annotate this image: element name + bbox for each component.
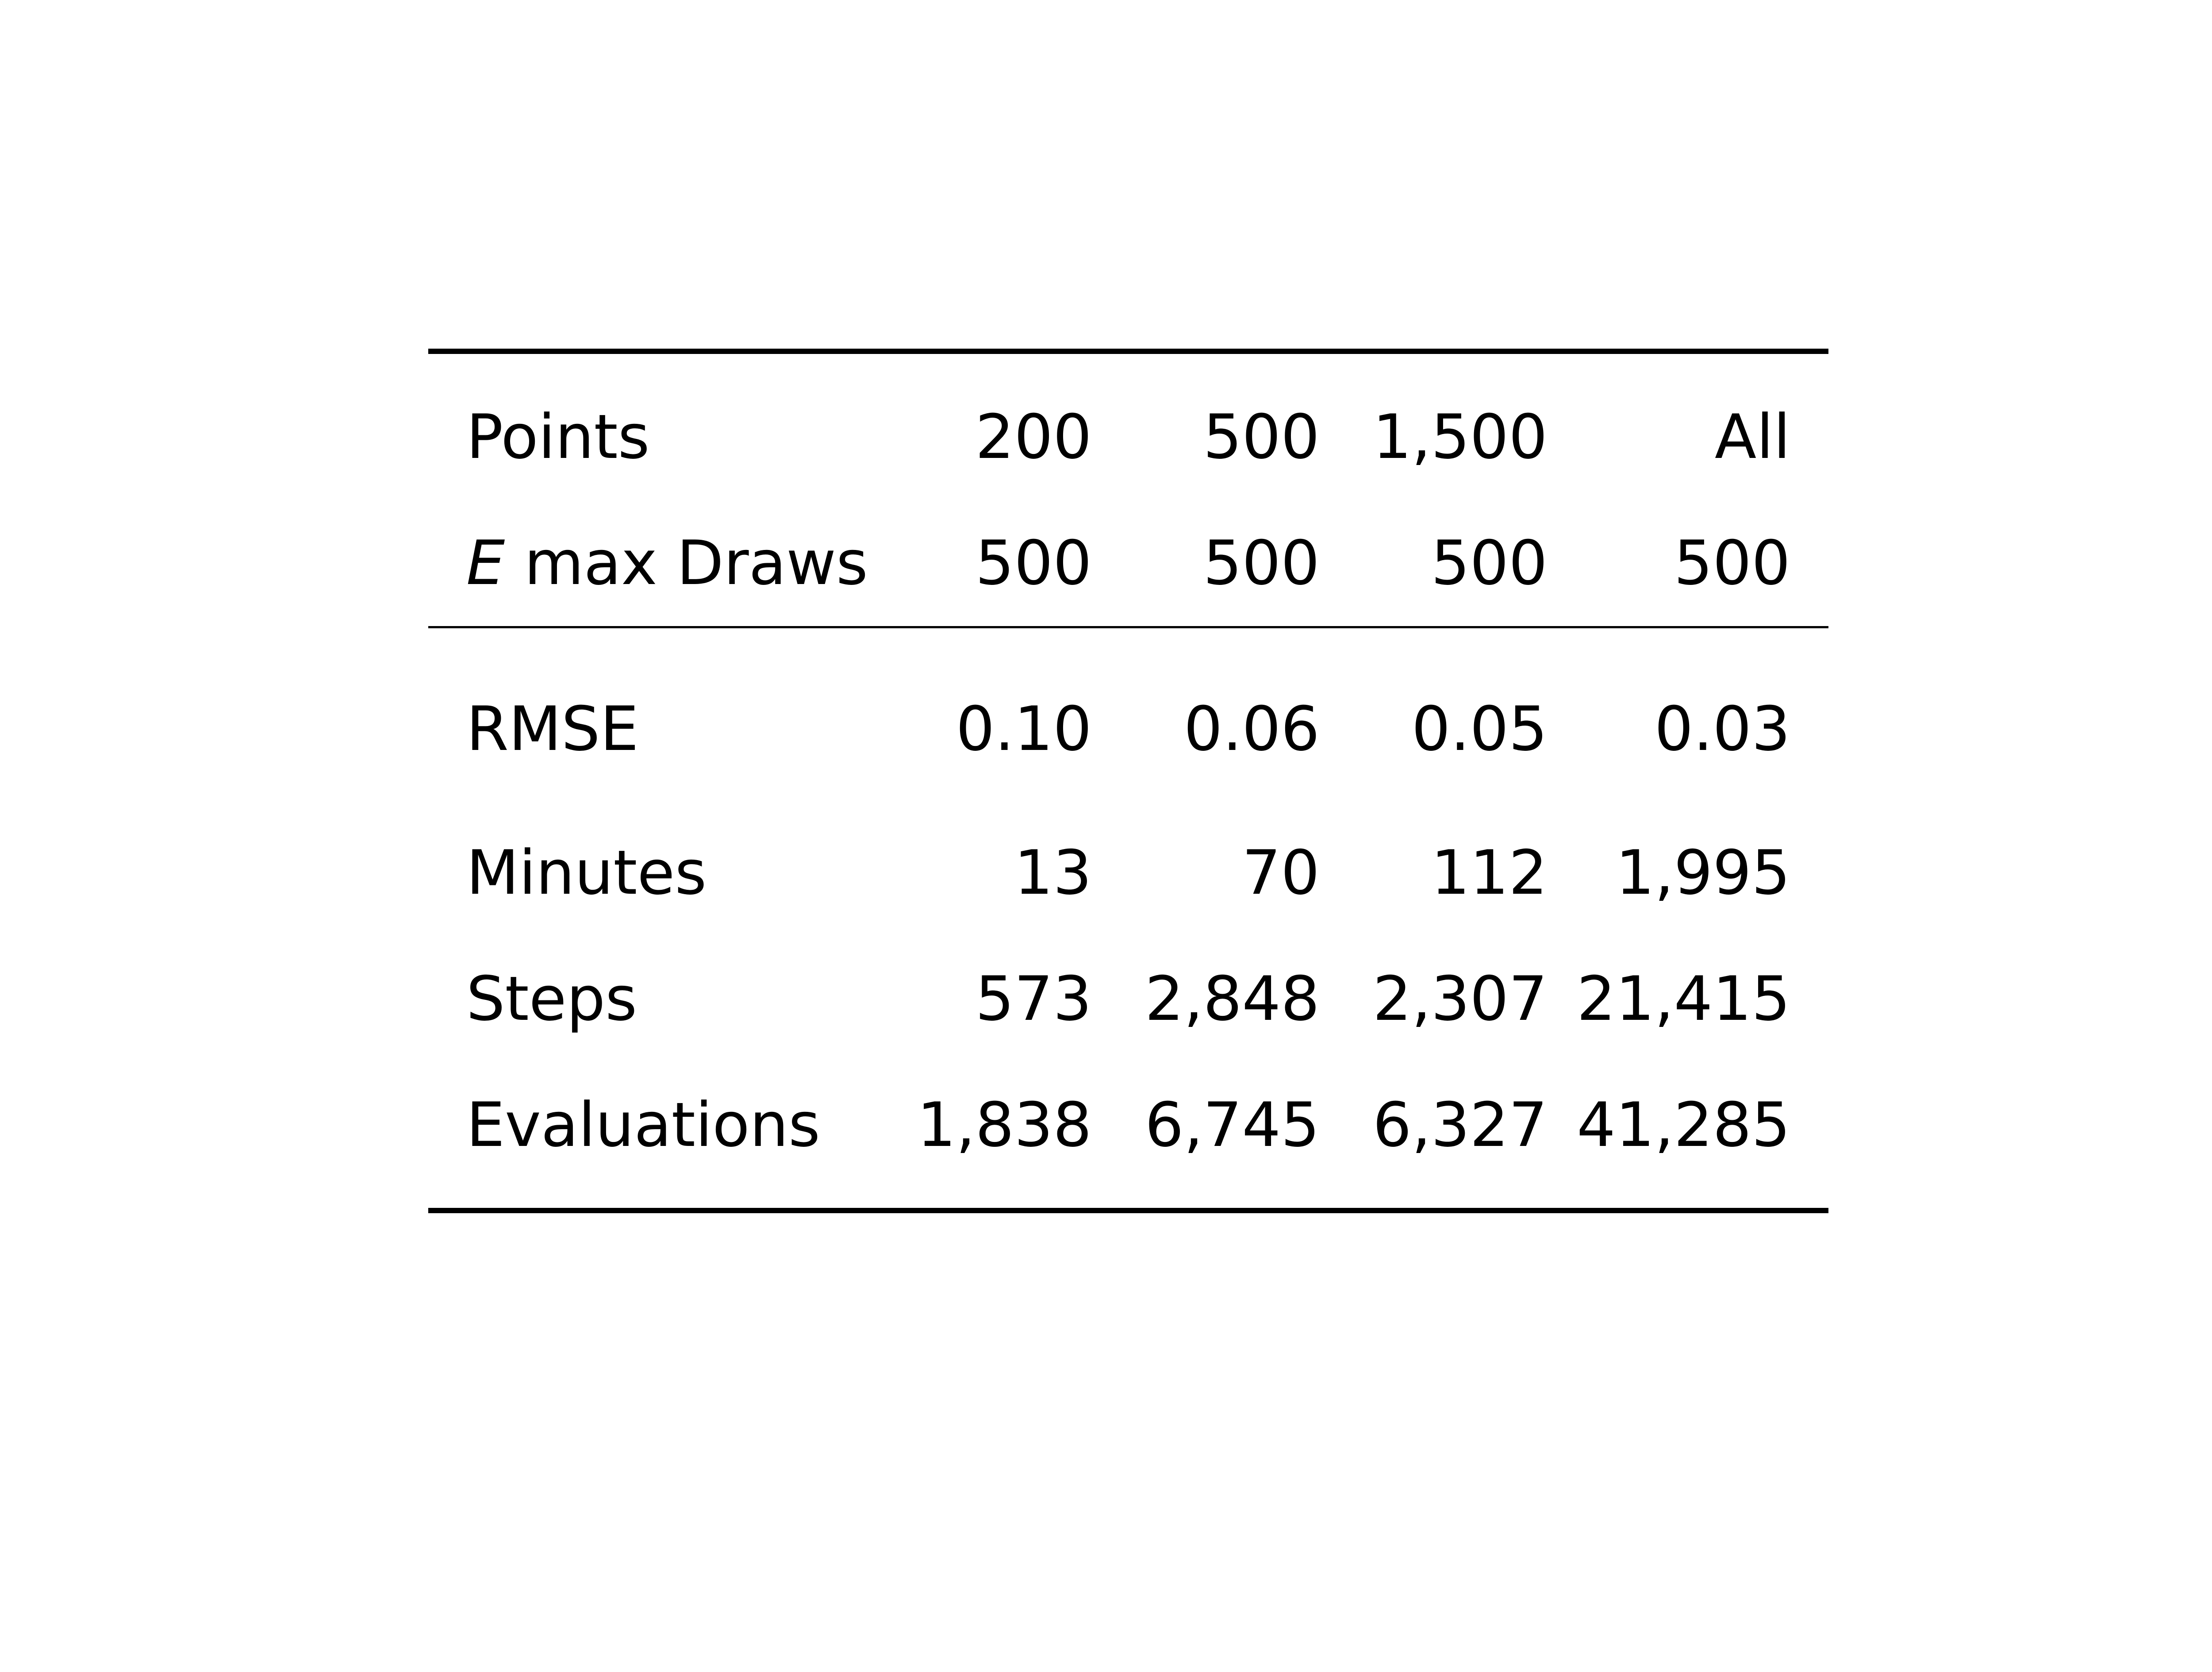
table-cell: 41,285 [1548,1062,1828,1213]
table-cell: 2,307 [1372,963,1548,1034]
row-label-steps: Steps [466,963,637,1034]
table-cell: 6,327 [1320,1062,1548,1213]
header-cell: 500 [1674,527,1790,599]
table-cell: 1,995 [1615,837,1790,908]
emax-variable: E [466,527,505,599]
table-cell: 2,848 [1144,963,1320,1034]
results-table: Points 200 500 1,500 All E max Draws 500… [428,349,1828,1213]
top-rule-row [428,349,1828,374]
header-cell: 500 [1203,401,1320,473]
row-label-evaluations: Evaluations [428,1062,893,1213]
header-cell: 500 [975,527,1092,599]
table-cell: 0.03 [1548,626,1828,810]
emax-label-text: max Draws [505,527,868,599]
top-rule [428,349,1828,374]
table-cell: 0.10 [893,626,1092,810]
results-table-container: Points 200 500 1,500 All E max Draws 500… [428,349,1828,1213]
table-row-minutes: Minutes 13 70 112 1,995 [428,810,1828,936]
header-cell: All [1714,401,1790,473]
header-label-emax-draws: E max Draws [428,500,893,627]
table-cell: 1,838 [893,1062,1092,1213]
row-label-rmse: RMSE [428,626,893,810]
header-cell: 200 [975,401,1092,473]
table-cell: 21,415 [1577,963,1790,1034]
header-cell: 1,500 [1372,401,1548,473]
header-row-points: Points 200 500 1,500 All [428,374,1828,500]
header-cell: 500 [1203,527,1320,599]
table-cell: 112 [1431,837,1548,908]
header-label-points: Points [466,401,650,473]
table-cell: 70 [1242,837,1320,908]
table-cell: 13 [1014,837,1092,908]
table-cell: 0.05 [1320,626,1548,810]
table-row-rmse: RMSE 0.10 0.06 0.05 0.03 [428,626,1828,810]
table-row-evaluations: Evaluations 1,838 6,745 6,327 41,285 [428,1062,1828,1213]
table-cell: 573 [975,963,1092,1034]
table-row-steps: Steps 573 2,848 2,307 21,415 [428,936,1828,1062]
row-label-minutes: Minutes [466,837,707,908]
table-cell: 0.06 [1092,626,1320,810]
header-row-emax-draws: E max Draws 500 500 500 500 [428,500,1828,627]
table-cell: 6,745 [1092,1062,1320,1213]
header-cell: 500 [1431,527,1548,599]
